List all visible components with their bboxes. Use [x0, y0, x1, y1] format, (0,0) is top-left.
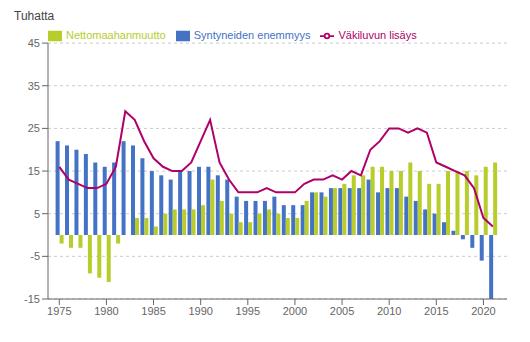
- svg-text:1975: 1975: [47, 305, 71, 317]
- html-text:Väkiluvun lisäys: Väkiluvun lisäys: [338, 29, 417, 41]
- svg-text:25: 25: [28, 122, 40, 134]
- svg-text:2000: 2000: [283, 305, 307, 317]
- svg-text:1995: 1995: [236, 305, 260, 317]
- svg-text:-5: -5: [30, 250, 40, 262]
- svg-text:5: 5: [34, 208, 40, 220]
- html-text:Syntyneiden enemmyys: Syntyneiden enemmyys: [193, 29, 311, 41]
- svg-text:2020: 2020: [471, 305, 495, 317]
- svg-text:45: 45: [28, 37, 40, 49]
- svg-text:1980: 1980: [94, 305, 118, 317]
- svg-text:35: 35: [28, 80, 40, 92]
- svg-text:-15: -15: [24, 293, 40, 305]
- svg-text:2015: 2015: [424, 305, 448, 317]
- svg-text:2010: 2010: [377, 305, 401, 317]
- svg-text:1985: 1985: [141, 305, 165, 317]
- svg-text:15: 15: [28, 165, 40, 177]
- html-text:Tuhatta: Tuhatta: [14, 9, 55, 23]
- svg-text:2005: 2005: [330, 305, 354, 317]
- html-text:Nettomaahanmuutto: Nettomaahanmuutto: [66, 29, 166, 41]
- svg-text:1990: 1990: [188, 305, 212, 317]
